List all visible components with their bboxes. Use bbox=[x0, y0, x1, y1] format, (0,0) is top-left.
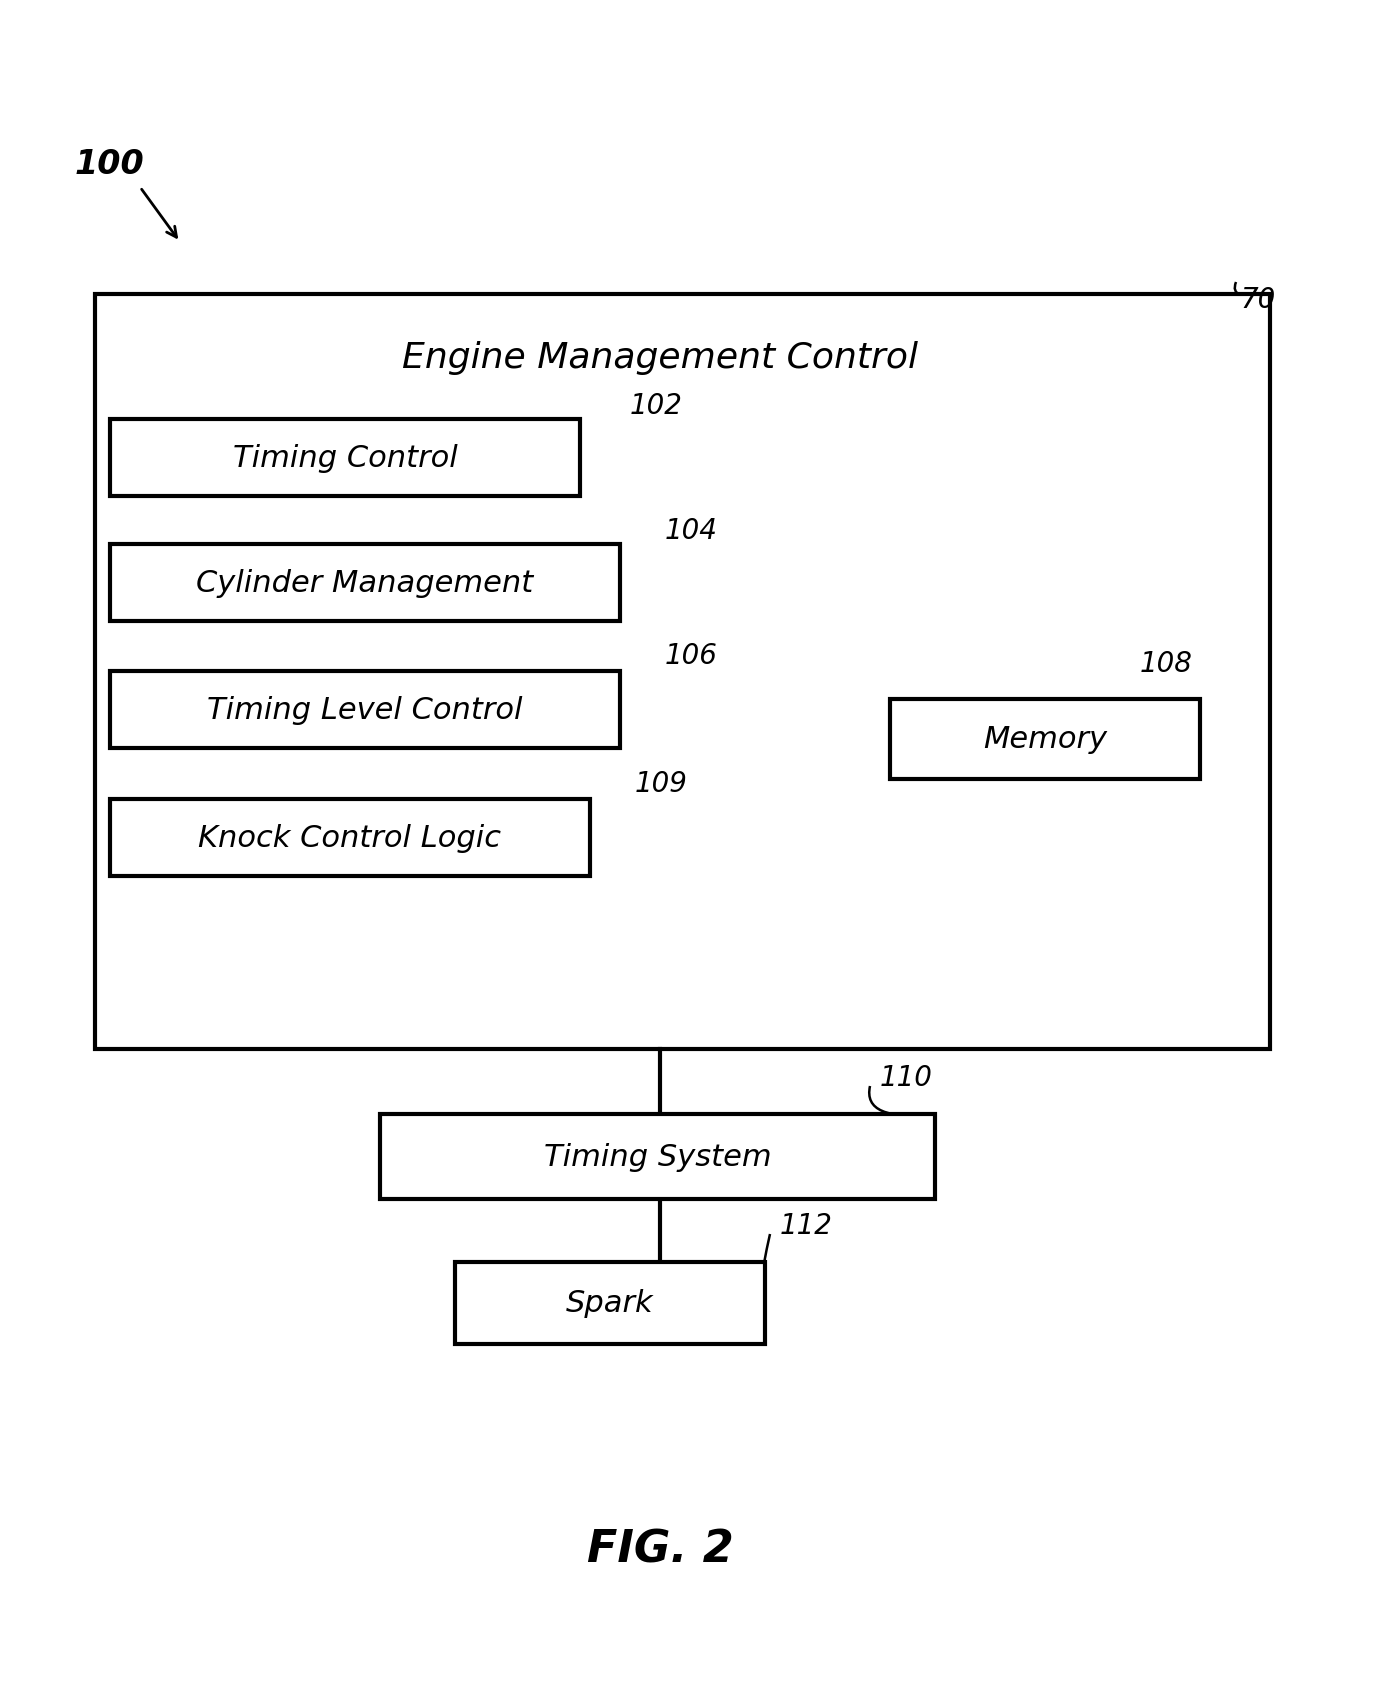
Text: Memory: Memory bbox=[983, 725, 1107, 753]
Text: 102: 102 bbox=[631, 392, 683, 421]
Bar bbox=[110, 544, 620, 622]
Text: 100: 100 bbox=[75, 149, 145, 181]
Text: 106: 106 bbox=[665, 642, 718, 669]
Text: 112: 112 bbox=[780, 1211, 834, 1240]
Text: 110: 110 bbox=[880, 1064, 933, 1091]
Text: Timing Level Control: Timing Level Control bbox=[207, 696, 523, 725]
Bar bbox=[455, 1262, 765, 1344]
Text: Cylinder Management: Cylinder Management bbox=[196, 569, 534, 598]
Bar bbox=[110, 421, 580, 497]
Bar bbox=[95, 296, 1270, 1049]
Text: Timing System: Timing System bbox=[544, 1142, 771, 1170]
Bar bbox=[380, 1115, 936, 1199]
Text: FIG. 2: FIG. 2 bbox=[586, 1527, 733, 1571]
Text: Engine Management Control: Engine Management Control bbox=[402, 341, 918, 375]
Text: Knock Control Logic: Knock Control Logic bbox=[199, 824, 501, 853]
Text: Spark: Spark bbox=[566, 1289, 654, 1317]
Text: 104: 104 bbox=[665, 517, 718, 544]
Text: 109: 109 bbox=[635, 770, 687, 797]
Bar bbox=[110, 672, 620, 748]
Text: 108: 108 bbox=[1140, 650, 1192, 677]
Text: Timing Control: Timing Control bbox=[233, 444, 457, 473]
Bar bbox=[890, 699, 1201, 780]
Text: 70: 70 bbox=[1241, 285, 1275, 314]
Bar bbox=[110, 799, 591, 877]
